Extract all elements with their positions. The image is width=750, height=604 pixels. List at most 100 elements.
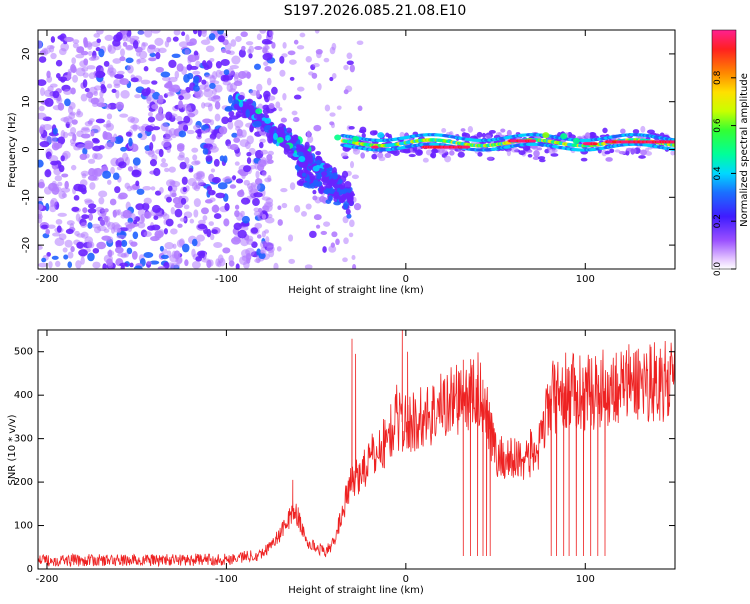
spectrogram-cell [80,231,89,239]
spectrogram-cell [296,151,304,156]
spectrogram-cell [38,112,47,120]
spectrogram-cell [63,89,72,96]
spectrogram-cell [262,205,270,211]
spectrogram-cell [352,263,357,269]
spectrogram-cell [38,245,43,251]
spectrogram-cell [506,149,512,157]
spectrogram-cell [221,48,227,54]
spectrogram-cell [328,245,337,253]
spectrogram-cell [60,155,65,162]
spectrogram-cell [102,263,107,269]
spectrogram-cell [233,72,240,80]
spectrogram-cell [147,116,156,123]
spectrogram-cell [320,230,328,236]
spectrogram-cell [580,157,588,162]
spectrogram-cell [348,232,354,238]
spectrogram-cell [359,126,367,134]
spectrogram-cell [210,94,221,103]
spectrogram-cell [143,211,152,219]
spectrogram-cell [659,132,665,138]
spectrogram-cell [234,210,240,218]
spectrogram-cell [163,228,168,235]
spectrogram-cell [192,154,198,161]
spectrogram-y-tick-label: 0 [21,146,32,152]
spectrogram-cell [172,243,177,249]
spectrogram-cell [48,261,53,269]
spectrogram-cell [268,30,274,37]
spectrogram-cell [173,30,181,36]
spectrogram-cell [158,106,163,114]
spectrogram-cell [548,148,556,154]
spectrogram-cell [216,132,221,140]
spectrogram-cell [143,66,149,72]
spectrogram-cell [168,76,178,83]
spectrogram-cell [195,182,201,190]
spectrogram-cell [149,159,157,167]
spectrogram-cell [124,221,134,227]
spectrogram-cell [164,242,174,250]
spectrogram-cell [177,223,183,228]
spectrogram-cell [55,218,63,225]
spectrogram-cell [114,73,124,79]
spectrogram-cell [93,90,99,96]
spectrogram-cell [467,125,474,133]
spectrogram-cell [163,261,170,269]
spectrogram-cell [50,197,58,206]
spectrogram-cell [131,250,138,260]
spectrogram-y-tick-label: 10 [21,95,32,108]
spectrogram-cell [40,224,49,229]
spectrogram-cell [249,164,256,170]
spectrogram-cell [246,157,252,165]
spectrogram-cell [138,30,145,35]
spectrogram-cell [185,86,191,94]
spectrogram-cell [201,79,207,85]
spectrogram-cell [322,163,331,169]
spectrogram-cell [209,57,215,62]
spectrogram-cell [488,129,496,134]
spectrogram-cell [100,84,106,90]
spectrogram-cell [264,44,269,51]
spectrogram-cell [299,163,308,168]
snr-y-tick-label: 400 [14,390,33,401]
spectrogram-cell [460,128,466,132]
spectrogram-cell [159,187,164,194]
spectrogram-cell [346,196,354,204]
spectrogram-cell [346,213,352,219]
spectrogram-cell [107,262,114,269]
spectrogram-cell [211,229,218,234]
spectrogram-cell [273,262,279,269]
spectrogram-cell [116,234,127,239]
spectrogram-cell [276,246,282,252]
colorbar-tick-label: 0.8 [713,70,723,85]
spectrogram-cell [132,157,141,166]
spectrogram-cell [277,219,283,226]
spectrogram-cell [141,88,150,97]
spectrogram-cell [323,189,330,195]
spectrogram-x-ticks: -200 -100 0 100 [36,30,595,285]
spectrogram-cell [170,262,180,269]
snr-y-ticks: 0 100 200 300 400 500 [14,347,675,575]
spectrogram-cell [316,174,322,180]
spectrogram-cell [189,218,195,224]
spectrogram-cell [241,45,246,51]
spectrogram-cell [179,217,187,222]
spectrogram-cell [69,223,75,230]
spectrogram-cell [64,98,71,107]
snr-y-label: SNR (10 * v/v) [7,414,18,485]
spectrogram-cell [52,127,58,135]
spectrogram-cell [160,162,169,168]
spectrogram-cell [80,127,91,133]
spectrogram-cell [50,52,57,60]
spectrogram-cell [222,247,231,254]
spectrogram-cell [150,186,156,191]
spectrogram-cell [245,108,250,118]
spectrogram-cell [174,70,180,79]
spectrogram-cell [313,214,322,221]
spectrogram-cell [109,198,117,206]
spectrogram-cell [153,167,161,177]
spectrogram-cell [193,198,201,208]
spectrogram-cell [93,33,101,38]
spectrogram-cell [259,30,267,34]
spectrogram-cell [168,127,176,136]
spectrogram-cell [255,170,260,179]
